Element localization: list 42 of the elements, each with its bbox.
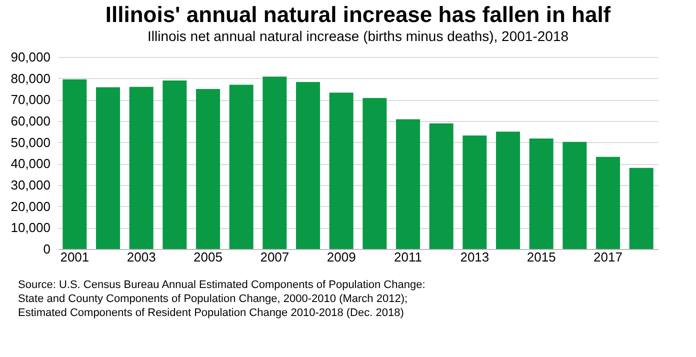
y-tick-label: 50,000 — [10, 134, 50, 150]
bar — [596, 156, 620, 249]
text: Estimated Components of Resident Population Change 2010-2018 (Dec. 2018) — [18, 307, 404, 319]
y-tick-label: 0 — [43, 242, 50, 256]
bar — [196, 89, 220, 249]
x-tick-label: 2007 — [260, 250, 290, 264]
x-tick-label: 2001 — [60, 250, 90, 264]
bar — [296, 82, 320, 249]
y-tick-label: 80,000 — [10, 70, 50, 86]
bar — [462, 136, 487, 249]
bar — [496, 132, 520, 249]
y-tick-label: 70,000 — [10, 92, 50, 108]
bar — [396, 119, 420, 249]
x-tick-label: 2009 — [326, 250, 356, 264]
bar — [329, 92, 354, 249]
bar — [229, 84, 254, 249]
y-tick-label: 30,000 — [10, 178, 50, 192]
chart-title: Illinois' annual natural increase has fallen in half — [105, 2, 612, 27]
bar — [162, 80, 187, 249]
x-tick-label: 2013 — [460, 250, 490, 264]
chart-subtitle: Illinois net annual natural increase (births minus deaths), 2001-2018 — [147, 28, 569, 44]
source-note: Source: U.S. Census Bureau Annual Estimated Components of Population Change: — [18, 279, 426, 291]
x-tick-label: 2011 — [394, 250, 422, 264]
y-tick-label: 90,000 — [10, 50, 50, 64]
x-tick-label: 2005 — [194, 250, 222, 264]
y-tick-label: 40,000 — [10, 156, 50, 172]
bar — [129, 86, 154, 249]
y-tick-label: 10,000 — [10, 220, 50, 236]
bar — [562, 142, 587, 249]
x-tick-label: 2003 — [126, 250, 156, 264]
bar — [96, 87, 120, 249]
x-tick-label: 2015 — [526, 250, 556, 264]
bar — [262, 76, 287, 249]
bar — [629, 168, 654, 249]
bar — [429, 123, 454, 249]
bar — [529, 138, 554, 249]
text: State and County Components of Population Change, 2000-2010 (March 2012); — [18, 293, 408, 305]
bar — [62, 79, 87, 249]
bar — [362, 98, 387, 249]
y-tick-label: 20,000 — [10, 198, 50, 214]
y-tick-label: 60,000 — [10, 114, 50, 128]
x-tick-label: 2017 — [594, 250, 622, 264]
